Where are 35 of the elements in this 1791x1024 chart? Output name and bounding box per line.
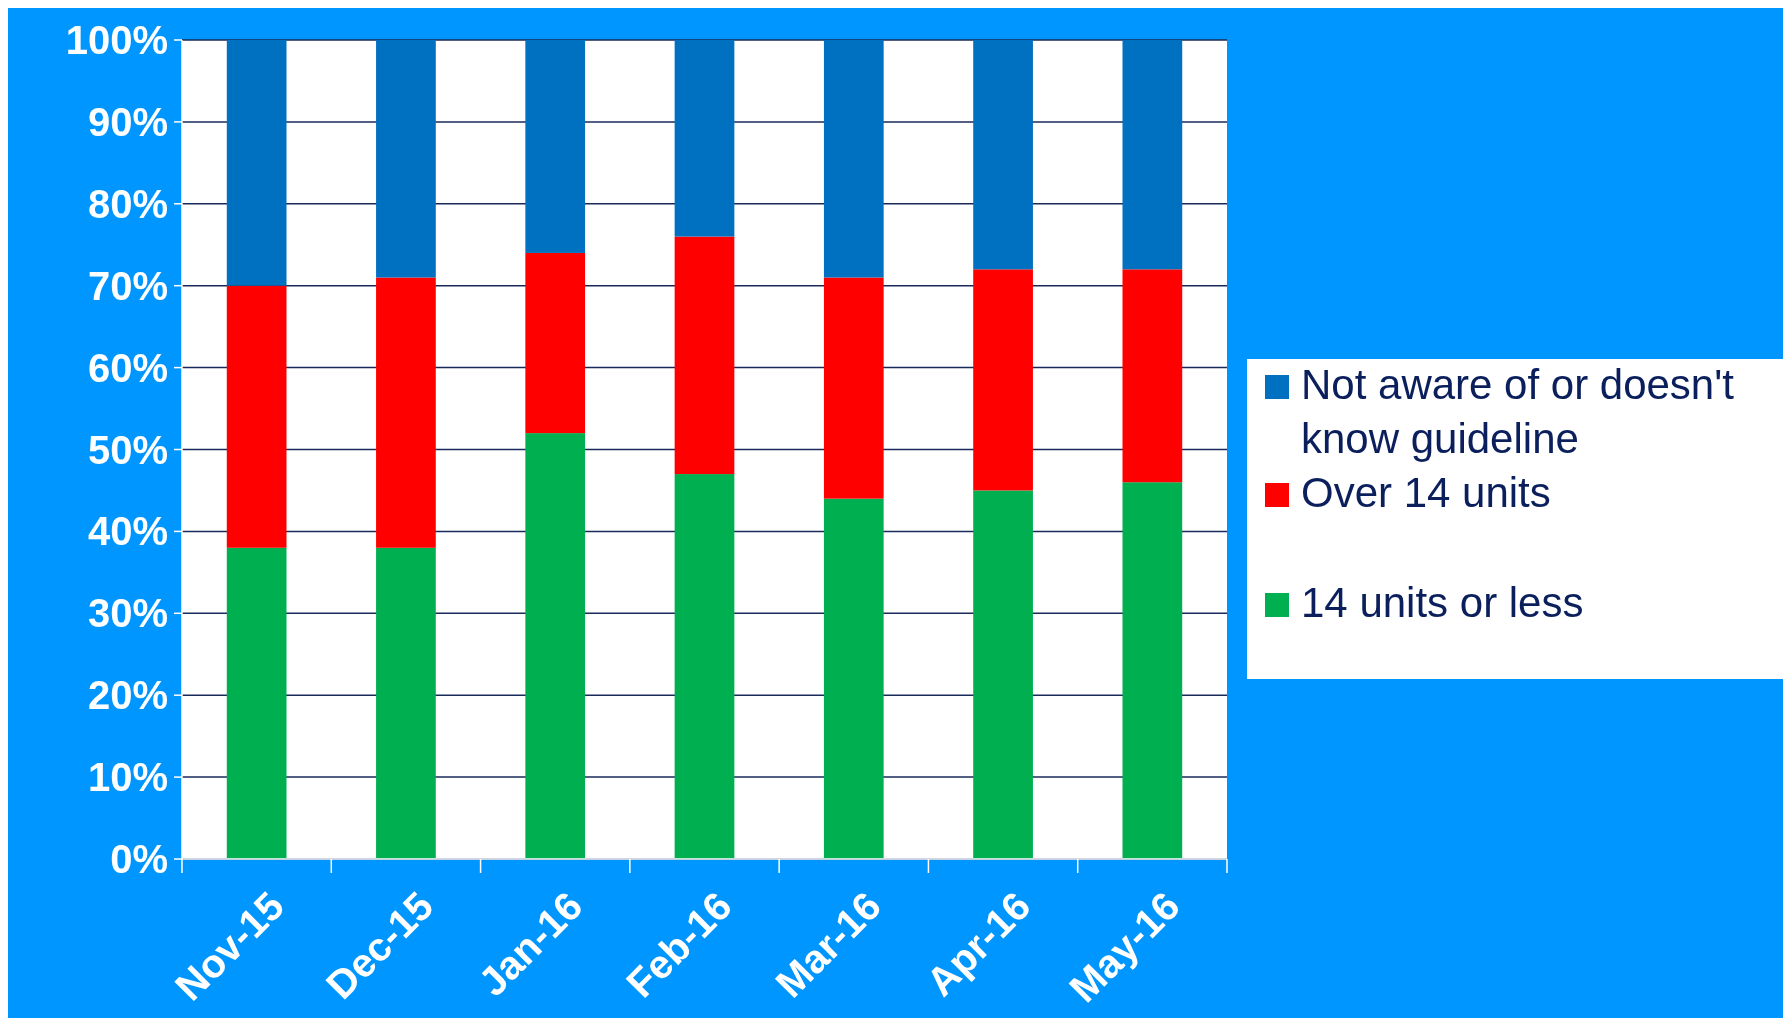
bar bbox=[1122, 482, 1183, 859]
bar bbox=[376, 547, 436, 859]
bar bbox=[674, 474, 735, 859]
y-tick-label: 70% bbox=[87, 263, 168, 308]
bar bbox=[1122, 40, 1183, 270]
y-tick-label: 100% bbox=[65, 18, 168, 62]
y-tick-label: 80% bbox=[87, 181, 168, 226]
bar bbox=[823, 277, 884, 499]
legend-label: Over 14 units bbox=[1301, 469, 1551, 516]
y-tick-label: 40% bbox=[87, 509, 168, 554]
bar bbox=[525, 433, 586, 859]
bar bbox=[674, 40, 735, 237]
bar bbox=[674, 236, 735, 475]
y-tick-label: 60% bbox=[87, 345, 168, 390]
y-tick-label: 50% bbox=[87, 427, 168, 472]
y-tick-label: 20% bbox=[87, 673, 168, 718]
bar bbox=[226, 547, 287, 859]
y-tick-label: 30% bbox=[87, 591, 168, 636]
bar bbox=[973, 269, 1033, 491]
y-tick-label: 90% bbox=[87, 99, 168, 144]
legend-label: Not aware of or doesn't know guideline bbox=[1301, 361, 1735, 462]
bar bbox=[376, 40, 436, 278]
bar bbox=[823, 498, 884, 859]
bar bbox=[525, 40, 586, 253]
bar bbox=[973, 40, 1033, 270]
y-tick-label: 10% bbox=[87, 755, 168, 800]
bar bbox=[226, 285, 287, 548]
legend-label: 14 units or less bbox=[1301, 579, 1584, 626]
y-tick-label: 0% bbox=[110, 837, 168, 881]
bar bbox=[226, 40, 287, 286]
bar bbox=[376, 277, 436, 548]
bar bbox=[1122, 269, 1183, 483]
bar bbox=[823, 40, 884, 278]
bar bbox=[973, 490, 1033, 859]
bar bbox=[525, 252, 586, 434]
